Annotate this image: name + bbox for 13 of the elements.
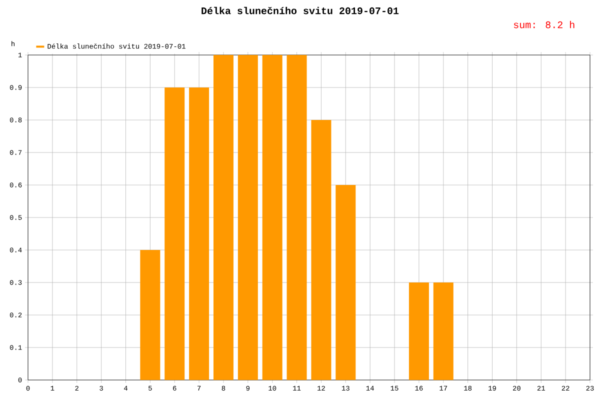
- bar: [433, 282, 454, 380]
- bar: [408, 282, 429, 380]
- bar: [189, 88, 210, 380]
- chart-title: Délka slunečního svitu 2019-07-01: [202, 6, 399, 14]
- bar: [336, 185, 356, 380]
- bar: [213, 55, 234, 380]
- bar: [262, 55, 282, 380]
- bar: [238, 55, 258, 380]
- bar: [140, 250, 160, 380]
- bar: [311, 120, 332, 380]
- bar: [286, 55, 307, 380]
- text: sum: 8.2 h: [514, 20, 574, 28]
- bar: [164, 88, 185, 380]
